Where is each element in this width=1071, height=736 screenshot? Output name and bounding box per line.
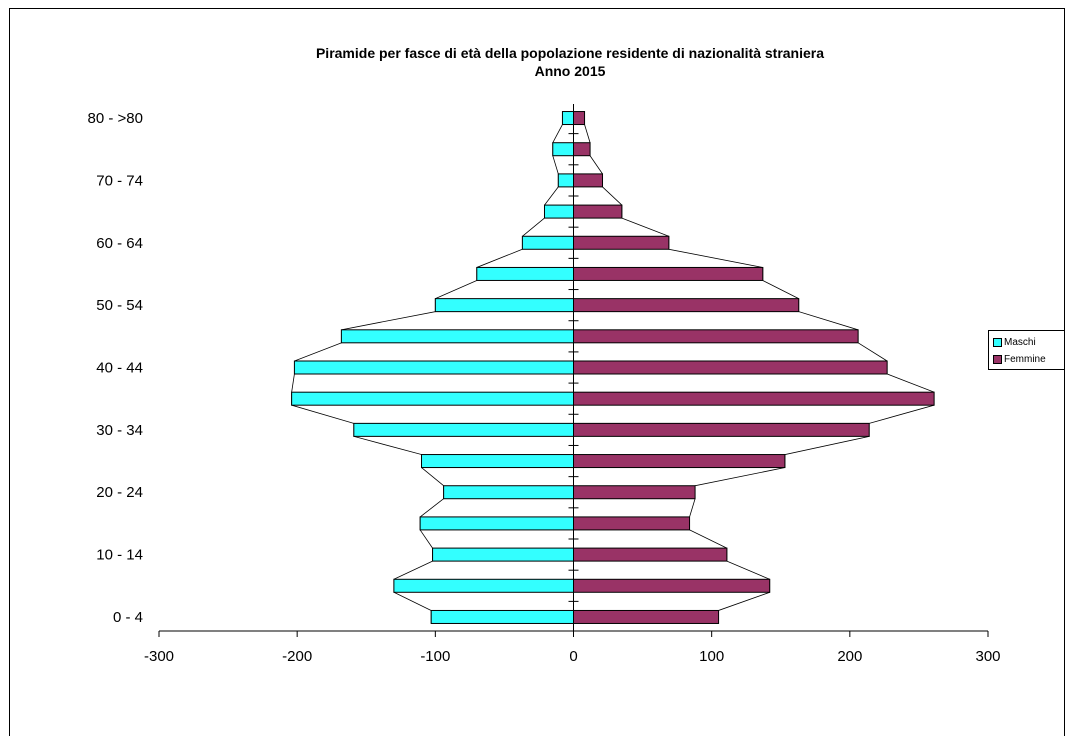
y-tick-label: 60 - 64: [96, 235, 143, 252]
bar-femmine-15: [573, 142, 591, 157]
bar-maschi-6: [353, 422, 574, 437]
legend-swatch-maschi: [993, 337, 1002, 347]
bar-maschi-5: [421, 454, 574, 469]
y-tick-label: 50 - 54: [96, 297, 143, 314]
bar-femmine-11: [573, 266, 764, 281]
bar-femmine-7: [573, 391, 935, 406]
bar-femmine-14: [573, 173, 604, 188]
x-tick-label: 300: [975, 648, 1000, 665]
legend-label-femmine: Femmine: [1004, 353, 1046, 365]
y-tick-label: 0 - 4: [113, 609, 143, 626]
y-tick-label: 40 - 44: [96, 360, 143, 377]
bar-femmine-9: [573, 329, 859, 344]
bar-femmine-5: [573, 454, 786, 469]
bar-maschi-15: [552, 142, 575, 157]
y-tick-label: 80 - >80: [88, 110, 143, 127]
bar-maschi-13: [543, 204, 574, 219]
x-tick-label: -100: [420, 648, 450, 665]
ticks: -300 -200 -100 0 100 200 300 0 - 4 10 - 14 20 - 2…: [88, 110, 1001, 665]
bar-maschi-3: [419, 516, 575, 531]
bar-femmine-13: [573, 204, 623, 219]
bar-maschi-16: [561, 111, 574, 126]
chart-title: Piramide per fasce di età della popolazi…: [315, 45, 825, 61]
bar-femmine-1: [573, 578, 771, 593]
bar-femmine-3: [573, 516, 691, 531]
y-tick-label: 10 - 14: [96, 547, 143, 564]
bar-maschi-10: [434, 298, 575, 313]
bar-femmine-2: [573, 547, 728, 562]
bar-maschi-11: [476, 266, 574, 281]
bar-femmine-8: [573, 360, 888, 375]
bar-maschi-9: [340, 329, 574, 344]
bar-maschi-0: [430, 609, 574, 624]
bars: [291, 111, 935, 624]
legend-swatch-femmine: [993, 354, 1002, 364]
bar-femmine-10: [573, 298, 800, 313]
legend-item-maschi: Maschi: [993, 335, 1036, 349]
bar-femmine-4: [573, 485, 696, 500]
chart-subtitle: Anno 2015: [534, 63, 606, 79]
x-tick-label: 100: [699, 648, 724, 665]
bar-maschi-12: [521, 235, 575, 250]
legend-label-maschi: Maschi: [1004, 336, 1036, 348]
bar-femmine-16: [573, 111, 586, 126]
x-tick-label: -200: [282, 648, 312, 665]
legend: Maschi Femmine: [988, 330, 1065, 370]
x-tick-label: -300: [144, 648, 174, 665]
bar-maschi-4: [443, 485, 574, 500]
x-tick-label: 0: [569, 648, 577, 665]
y-tick-label: 70 - 74: [96, 172, 143, 189]
y-tick-label: 30 - 34: [96, 422, 143, 439]
legend-item-femmine: Femmine: [993, 352, 1046, 366]
chart-frame: [9, 8, 1065, 736]
bar-femmine-12: [573, 235, 670, 250]
bar-femmine-6: [573, 422, 870, 437]
bar-femmine-0: [573, 609, 720, 624]
bar-maschi-1: [393, 578, 574, 593]
bar-maschi-14: [557, 173, 575, 188]
x-tick-label: 200: [837, 648, 862, 665]
bar-maschi-7: [291, 391, 574, 406]
bar-maschi-2: [432, 547, 574, 562]
y-tick-label: 20 - 24: [96, 484, 143, 501]
bar-maschi-8: [293, 360, 574, 375]
